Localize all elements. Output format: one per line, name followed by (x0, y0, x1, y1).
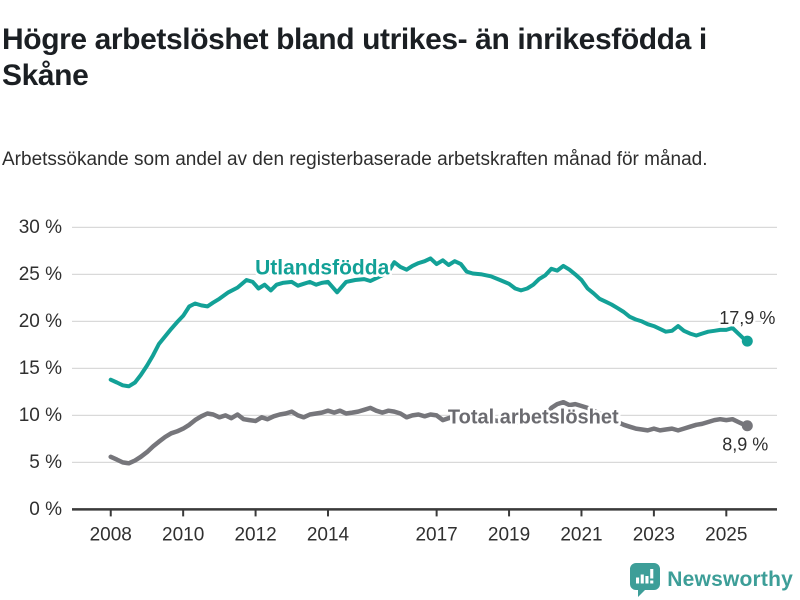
x-tick-label: 2021 (560, 524, 602, 545)
newsworthy-logo-text: Newsworthy (667, 568, 793, 591)
series-line-utlandsfodda (108, 256, 750, 389)
page-title: Högre arbetslöshet bland utrikes- än inr… (2, 23, 707, 93)
series-line-total (108, 399, 750, 466)
end-value-label: 17,9 % (719, 308, 775, 328)
y-tick-label: 0 % (29, 499, 62, 520)
end-value-label: 8,9 % (722, 435, 768, 455)
y-tick-label: 5 % (29, 452, 62, 473)
series-label: Total arbetslöshet (448, 406, 619, 428)
series-end-dot (741, 420, 753, 432)
y-tick-label: 10 % (19, 405, 62, 426)
y-tick-label: 25 % (19, 264, 62, 285)
line-chart: 0 % 5 % 10 % 15 % 20 % 25 % 30 % 2008 2010 2012 20… (0, 200, 800, 560)
line-chart-canvas: 0 % 5 % 10 % 15 % 20 % 25 % 30 % 2008 2010 2012 20… (19, 217, 778, 546)
y-tick-label: 30 % (19, 217, 62, 238)
newsworthy-logo-icon (630, 563, 661, 597)
x-tick-label: 2010 (162, 524, 204, 545)
x-tick-label: 2019 (488, 524, 530, 545)
chart-subtitle: Arbetssökande som andel av den registerb… (2, 149, 708, 170)
x-tick-label: 2008 (90, 524, 132, 545)
x-tick-label: 2017 (415, 524, 457, 545)
series-end-dot (741, 335, 753, 347)
y-tick-label: 15 % (19, 358, 62, 379)
x-tick-label: 2014 (307, 524, 350, 545)
newsworthy-logo[interactable]: Newsworthy (630, 563, 793, 597)
x-tick-label: 2023 (633, 524, 675, 545)
x-tick-label: 2025 (705, 524, 747, 545)
y-tick-label: 20 % (19, 311, 62, 332)
x-tick-label: 2012 (234, 524, 276, 545)
series-label: Utlandsfödda (255, 256, 389, 279)
